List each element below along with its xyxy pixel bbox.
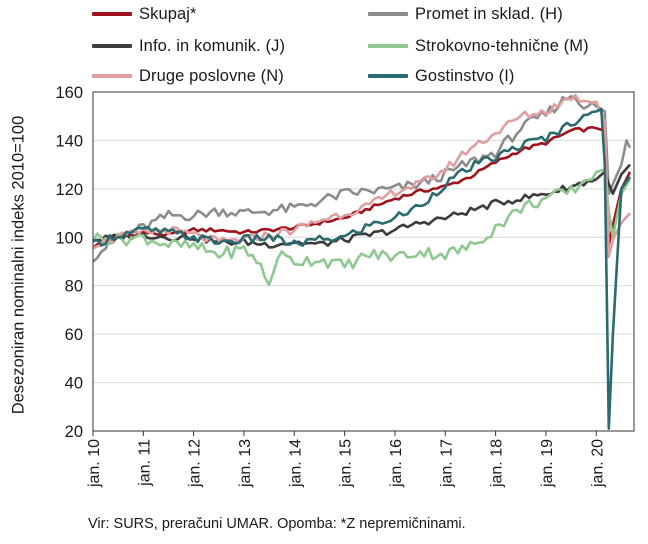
legend-item: Skupaj* [92,3,197,25]
legend-item: Strokovno-tehnične (M) [368,35,589,57]
y-tick-label: 60 [65,326,83,344]
legend-swatch [368,44,408,48]
series-line [92,107,632,430]
series-lines [91,93,632,430]
legend: Skupaj* Promet in sklad. (H) Info. in komu… [0,0,648,90]
legend-label: Info. in komunik. (J) [139,36,286,55]
y-tick-label: 160 [55,84,83,102]
x-tick-label: jan. 18 [489,439,506,488]
legend-swatch [368,74,408,78]
y-tick-label: 140 [55,132,83,150]
series-line [92,93,631,258]
x-tick-label: jan. 19 [539,439,556,488]
x-tick-label: jan. 13 [237,439,254,488]
x-tick-label: jan. 10 [86,439,103,488]
legend-item: Promet in sklad. (H) [368,3,563,25]
series-line [91,168,632,286]
legend-swatch [92,12,132,16]
y-tick-label: 40 [65,375,83,393]
y-tick-label: 100 [55,229,83,247]
plot-frame [92,91,635,432]
legend-item: Info. in komunik. (J) [92,35,285,57]
y-tick-label: 20 [65,423,83,441]
x-tick-labels: jan. 10 jan. 11 jan. 12 jan. 13 jan. 14 jan. … [86,431,606,488]
legend-swatch [92,74,132,78]
legend-label: Strokovno-tehnične (M) [415,36,589,55]
legend-item: Druge poslovne (N) [92,65,284,87]
source-note: Vir: SURS, preračuni UMAR. Opomba: *Z ne… [88,516,466,532]
legend-swatch [92,44,132,48]
legend-item: Gostinstvo (I) [368,65,515,87]
y-tick-labels: 20 40 60 80 100 120 140 160 [55,84,83,441]
y-axis-label: Desezoniran nominalni indeks 2010=100 [9,115,28,415]
legend-label: Promet in sklad. (H) [415,4,563,23]
x-tick-label: jan. 20 [589,439,606,488]
y-axis-label-area: Desezoniran nominalni indeks 2010=100 [0,96,38,434]
x-tick-label: jan. 16 [388,439,405,488]
x-tick-label: jan. 14 [287,439,304,488]
legend-label: Druge poslovne (N) [139,66,284,85]
y-tick-label: 80 [65,278,83,296]
x-tick-label: jan. 15 [338,439,355,488]
gridlines [93,91,634,432]
x-tick-label: jan. 12 [187,439,204,488]
y-tick-label: 120 [55,181,83,199]
legend-swatch [368,12,408,16]
x-tick-label: jan. 11 [136,439,153,487]
legend-label: Gostinstvo (I) [415,66,515,85]
x-tick-label: jan. 17 [438,439,455,488]
legend-label: Skupaj* [139,4,197,23]
